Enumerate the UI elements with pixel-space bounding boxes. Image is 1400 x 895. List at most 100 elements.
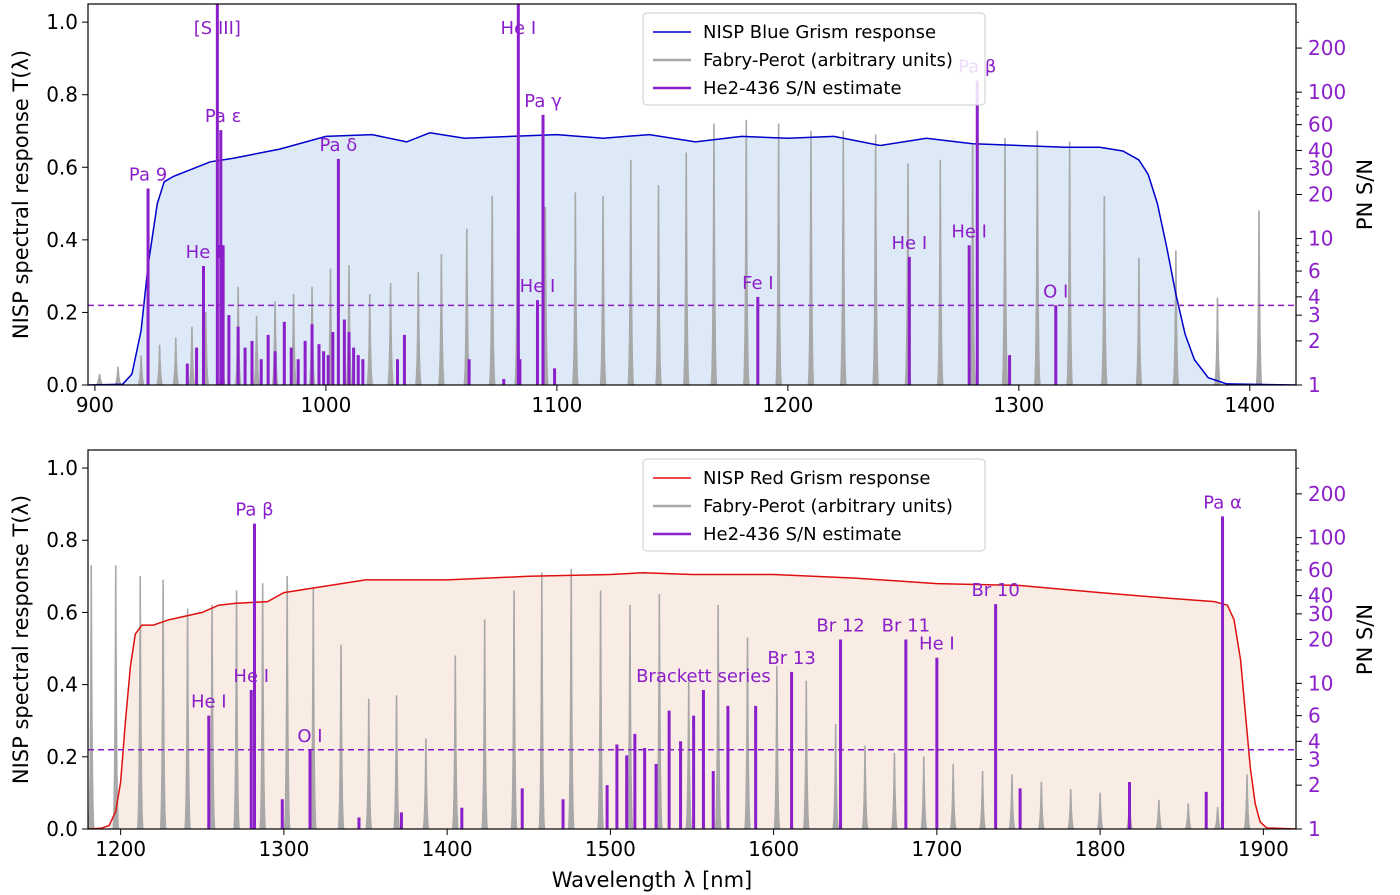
y2-tick-label: 3	[1308, 303, 1321, 327]
fabry-perot-peak	[597, 590, 605, 829]
y2-tick-label: 60	[1308, 113, 1333, 137]
x-tick-label: 1100	[531, 393, 582, 417]
fabry-perot-peak	[96, 373, 104, 385]
x-tick-label: 1700	[911, 837, 962, 861]
y-axis-label: NISP spectral response T(λ)	[9, 495, 33, 784]
fabry-perot-peak	[1066, 141, 1074, 385]
x-axis-label: Wavelength λ [nm]	[552, 868, 753, 892]
fabry-perot-peak	[627, 159, 635, 385]
annotation-label: Br 11	[882, 616, 930, 637]
fabry-perot-peak	[1037, 781, 1045, 829]
legend-entry: Fabry-Perot (arbitrary units)	[703, 496, 953, 517]
fabry-perot-peak	[1255, 210, 1263, 385]
legend-entry: NISP Blue Grism response	[703, 22, 936, 43]
x-tick-label: 1300	[993, 393, 1044, 417]
fabry-perot-peak	[710, 123, 718, 385]
sn-series	[146, 4, 1058, 385]
annotation-label: Pa γ	[524, 91, 562, 112]
fabry-perot-peak	[775, 123, 783, 385]
fabry-perot-peak	[233, 590, 241, 829]
y2-tick-label: 2	[1308, 773, 1321, 797]
y2-tick-label: 3	[1308, 748, 1321, 772]
chart-panel-top: Pa 9 He I [S III] Pa ε Pa δ He I Pa γ He I Fe I H…	[9, 3, 1377, 417]
fabry-perot-peak	[159, 579, 167, 829]
fabry-perot-peak	[253, 315, 261, 385]
annotation-label: Brackett series	[636, 666, 771, 687]
fabry-perot-peak	[1213, 297, 1222, 385]
y2-tick-label: 1	[1308, 373, 1321, 397]
fabry-perot-peak	[387, 283, 395, 385]
fabry-perot-peak	[1001, 137, 1009, 385]
fabry-perot-peak	[832, 724, 840, 829]
annotation-label: He I	[500, 18, 536, 39]
fabry-perot-peak	[365, 698, 373, 829]
fabry-perot-peak	[936, 159, 944, 385]
fabry-perot-peak	[112, 565, 120, 829]
fabry-perot-peak	[422, 738, 430, 829]
y2-tick-label: 60	[1308, 558, 1333, 582]
y-tick-label: 0.2	[46, 745, 78, 769]
fabry-perot-peak	[742, 119, 750, 385]
fabry-perot-peak	[510, 590, 518, 829]
x-tick-label: 1900	[1238, 837, 1289, 861]
fabry-perot-series	[96, 119, 1263, 385]
legend-entry: He2-436 S/N estimate	[703, 524, 902, 545]
fabry-perot-peak	[271, 301, 279, 385]
y2-tick-label: 20	[1308, 628, 1333, 652]
x-tick-label: 1200	[95, 837, 146, 861]
y2-tick-label: 100	[1308, 526, 1346, 550]
annotation-label: O I	[1043, 281, 1068, 302]
fabry-perot-peak	[114, 366, 122, 385]
x-tick-label: 1200	[762, 393, 813, 417]
annotation-label: [S III]	[194, 18, 241, 39]
fabry-perot-peak	[890, 752, 898, 829]
fabry-perot-peak	[488, 196, 496, 385]
fabry-perot-peak	[839, 130, 847, 385]
y2-tick-label: 10	[1308, 671, 1333, 695]
annotation-label: O I	[297, 726, 322, 747]
y-tick-label: 0.0	[46, 817, 78, 841]
y2-tick-label: 1	[1308, 817, 1321, 841]
y-tick-label: 0.8	[46, 528, 78, 552]
y-tick-label: 0.6	[46, 155, 78, 179]
annotation-label: He I	[520, 276, 556, 297]
annotation-label: Pa β	[235, 500, 273, 521]
fabry-perot-peak	[337, 644, 345, 829]
x-tick-label: 1500	[585, 837, 636, 861]
y2-tick-label: 6	[1308, 704, 1321, 728]
annotation-label: He I	[892, 233, 928, 254]
fabry-perot-peak	[437, 254, 445, 385]
legend-entry: Fabry-Perot (arbitrary units)	[703, 50, 953, 71]
fabry-perot-peak	[1155, 799, 1163, 829]
annotation-label: Pa δ	[319, 135, 357, 156]
y2-tick-label: 20	[1308, 183, 1333, 207]
fabry-perot-peak	[1096, 792, 1104, 829]
y-tick-label: 1.0	[46, 10, 78, 34]
fabry-perot-series	[88, 565, 1251, 829]
y2-tick-label: 2	[1308, 329, 1321, 353]
y-tick-label: 0.2	[46, 300, 78, 324]
y2-tick-label: 4	[1308, 729, 1321, 753]
y2-axis-label: PN S/N	[1353, 604, 1377, 675]
fabry-perot-peak	[571, 192, 579, 385]
fabry-perot-peak	[1033, 130, 1041, 385]
fabry-perot-peak	[188, 326, 196, 385]
fabry-perot-peak	[1100, 196, 1108, 385]
fabry-perot-peak	[1008, 774, 1016, 829]
response-curve	[88, 571, 1296, 829]
fabry-perot-peak	[1172, 250, 1180, 385]
x-tick-label: 1400	[1224, 393, 1275, 417]
fabry-perot-peak	[1184, 803, 1192, 829]
legend-entry: He2-436 S/N estimate	[703, 78, 902, 99]
fabry-perot-peak	[714, 604, 722, 829]
fabry-perot-peak	[1135, 257, 1143, 385]
annotation-label: Pa 9	[129, 164, 167, 185]
x-tick-label: 1300	[258, 837, 309, 861]
fabry-perot-peak	[366, 293, 374, 385]
fabry-perot-peak	[156, 344, 164, 385]
x-tick-label: 1400	[422, 837, 473, 861]
y2-tick-label: 30	[1308, 157, 1333, 181]
legend-entry: NISP Red Grism response	[703, 468, 930, 489]
